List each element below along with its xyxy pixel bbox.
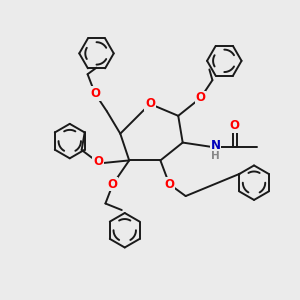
Text: O: O [230,119,240,132]
Text: O: O [90,87,100,100]
Text: O: O [93,155,103,168]
Text: N: N [210,139,220,152]
Text: O: O [108,178,118,191]
Text: H: H [211,151,220,161]
Text: O: O [145,98,155,110]
Text: O: O [164,178,174,191]
Text: O: O [196,92,206,104]
